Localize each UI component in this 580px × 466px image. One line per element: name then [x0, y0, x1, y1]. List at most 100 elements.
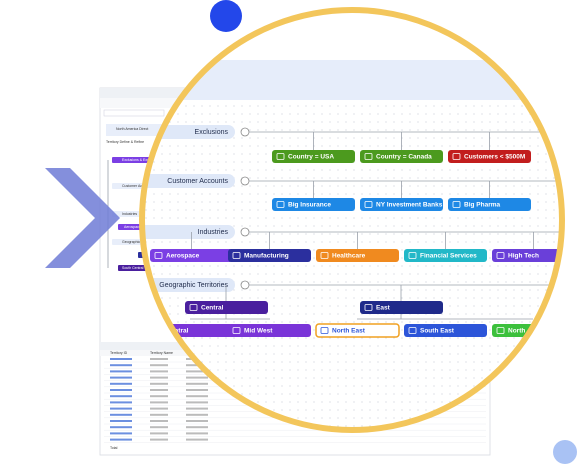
node — [404, 324, 487, 337]
cell — [186, 370, 208, 373]
cell — [150, 389, 168, 391]
node-icon — [232, 327, 241, 334]
cell — [150, 358, 168, 360]
blue-dot — [210, 0, 242, 32]
section-pill — [142, 278, 235, 292]
node-label: Aerospace — [166, 253, 200, 260]
node-label: High Tech — [508, 253, 539, 260]
node-label: Healthcare — [332, 253, 366, 260]
cell — [110, 376, 132, 379]
section-pill — [142, 225, 235, 239]
cell — [150, 420, 168, 422]
cell — [110, 413, 132, 416]
tree-item: Geographic Territories — [122, 240, 157, 244]
connector — [240, 127, 250, 137]
page-title: Territory Define & Refine — [106, 140, 144, 144]
cell — [186, 420, 208, 422]
node — [360, 198, 443, 211]
node-label: Big Pharma — [464, 202, 501, 209]
node-icon — [452, 201, 461, 208]
node — [404, 249, 487, 262]
node — [150, 249, 233, 262]
cell — [150, 438, 168, 441]
node-label: East — [376, 305, 391, 312]
section-pill — [142, 174, 235, 188]
tree-item: Aerospace — [124, 225, 141, 229]
node-label: South East — [420, 328, 455, 335]
connector — [240, 227, 250, 237]
tree-item: Customer Accounts — [122, 184, 153, 188]
node-label: Mid West — [244, 328, 273, 335]
node-icon — [364, 201, 373, 208]
node — [185, 301, 268, 314]
node-label: Country = USA — [288, 154, 334, 161]
node-icon — [408, 252, 417, 259]
node-icon — [276, 201, 285, 208]
node-icon — [320, 327, 329, 334]
cell — [110, 407, 132, 410]
node — [492, 249, 562, 262]
node-icon — [496, 252, 505, 259]
connector — [240, 176, 250, 186]
cell — [150, 413, 168, 416]
cell — [186, 426, 208, 429]
node-icon — [276, 153, 285, 160]
tree-item: South Central — [122, 266, 144, 270]
cell — [150, 370, 168, 373]
cell — [150, 407, 168, 410]
node — [272, 150, 355, 163]
node-label: Big Insurance — [288, 202, 331, 209]
node-icon — [364, 304, 373, 311]
node — [360, 150, 443, 163]
cell — [186, 376, 208, 379]
node — [228, 249, 311, 262]
section-label: Customer Accounts — [167, 178, 228, 185]
cell — [110, 358, 132, 360]
node-label: Manufacturing — [244, 253, 289, 260]
cell — [110, 420, 132, 422]
cell — [186, 432, 208, 435]
node — [448, 150, 531, 163]
node-label: Financial Services — [420, 253, 477, 260]
tree-item: Exclusions & Exclusions — [122, 158, 160, 162]
section-label: Exclusions — [195, 129, 229, 136]
cell — [186, 413, 208, 416]
node — [315, 323, 400, 338]
cell — [186, 401, 208, 404]
node-icon — [452, 153, 461, 160]
node-icon — [496, 327, 505, 334]
node-icon — [189, 304, 198, 311]
node-label: Country = Canada — [376, 154, 432, 161]
cell — [110, 395, 132, 398]
cell — [186, 389, 208, 391]
node-icon — [364, 153, 373, 160]
node-label: North — [508, 328, 525, 335]
table-header: Territory Name — [150, 351, 173, 355]
connector-line — [190, 314, 533, 320]
cell — [186, 407, 208, 410]
node — [360, 301, 443, 314]
node-icon — [154, 252, 163, 259]
node — [228, 324, 311, 337]
cell — [150, 401, 168, 404]
cell — [110, 401, 132, 404]
cell — [186, 438, 208, 441]
cell — [150, 364, 168, 367]
cell — [110, 364, 132, 367]
cell — [110, 432, 132, 435]
node-label: Central — [201, 305, 224, 312]
node — [272, 198, 355, 211]
cell — [110, 389, 132, 391]
node-icon — [232, 252, 241, 259]
cell — [110, 370, 132, 373]
table-total: Total — [110, 446, 118, 450]
section-label: Geographic Territories — [159, 282, 228, 289]
node-icon — [408, 327, 417, 334]
cell — [110, 438, 132, 441]
cell — [110, 426, 132, 429]
connector — [240, 280, 250, 290]
cell — [186, 395, 208, 398]
cell — [150, 426, 168, 429]
cell — [186, 382, 208, 385]
